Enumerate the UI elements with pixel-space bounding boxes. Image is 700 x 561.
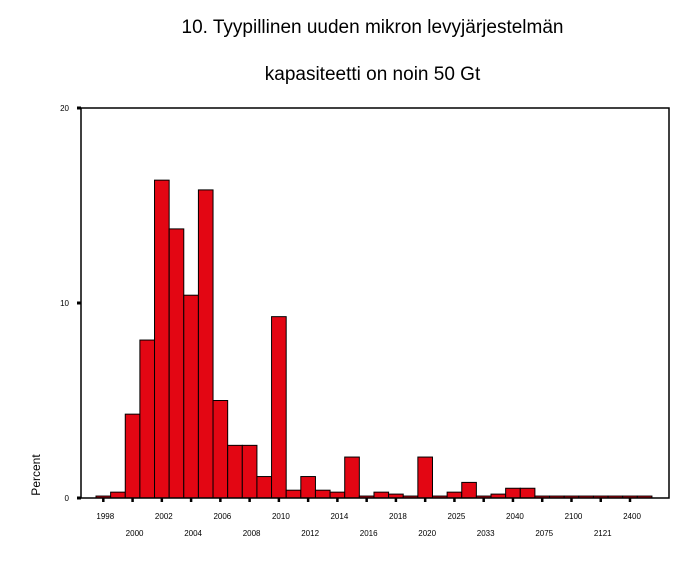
bar-4 bbox=[154, 179, 170, 499]
bars-group bbox=[95, 179, 653, 499]
bar-11 bbox=[256, 476, 273, 499]
x-tick-label-2075: 2075 bbox=[535, 529, 553, 538]
bar-17 bbox=[344, 456, 360, 499]
x-tick-label-2016: 2016 bbox=[360, 529, 378, 538]
y-tick-label-1: 10 bbox=[60, 299, 69, 308]
bar-6 bbox=[183, 294, 199, 499]
x-tick-label-2008: 2008 bbox=[243, 529, 261, 538]
x-tick-label-2121: 2121 bbox=[594, 529, 612, 538]
x-axis: 1998 2000 2002 2004 2006 2008 2010 2012 2014 2016… bbox=[96, 498, 641, 538]
y-tick-label-2: 20 bbox=[60, 104, 69, 113]
chart-title-line-2: kapasiteetti on noin 50 Gt bbox=[264, 64, 481, 85]
x-tick-label-2004: 2004 bbox=[184, 529, 202, 538]
x-tick-label-2400: 2400 bbox=[623, 512, 641, 521]
bar-10 bbox=[241, 444, 258, 499]
x-tick-label-2020: 2020 bbox=[418, 529, 436, 538]
x-tick-label-2014: 2014 bbox=[330, 512, 348, 521]
bar-28 bbox=[505, 487, 521, 499]
x-tick-label-2040: 2040 bbox=[506, 512, 524, 521]
x-tick-label-2100: 2100 bbox=[565, 512, 583, 521]
y-axis-label: Percent bbox=[29, 454, 43, 496]
x-tick-label-2000: 2000 bbox=[126, 529, 144, 538]
y-axis: 0 10 20 bbox=[60, 104, 81, 503]
bar-24 bbox=[446, 491, 463, 499]
bar-29 bbox=[519, 487, 536, 499]
bar-25 bbox=[461, 481, 477, 499]
bar-3 bbox=[139, 339, 156, 499]
bar-19 bbox=[373, 491, 390, 499]
bar-8 bbox=[212, 400, 229, 499]
bar-7 bbox=[197, 189, 214, 499]
x-tick-label-2002: 2002 bbox=[155, 512, 173, 521]
x-tick-label-2006: 2006 bbox=[213, 512, 231, 521]
bar-2 bbox=[124, 413, 141, 499]
x-tick-label-2010: 2010 bbox=[272, 512, 290, 521]
bar-22 bbox=[417, 456, 433, 499]
bar-9 bbox=[227, 444, 243, 499]
bar-14 bbox=[300, 476, 316, 499]
y-tick-label-0: 0 bbox=[65, 494, 70, 503]
x-tick-label-2033: 2033 bbox=[477, 529, 495, 538]
x-tick-label-2012: 2012 bbox=[301, 529, 319, 538]
x-tick-label-1998: 1998 bbox=[96, 512, 114, 521]
bar-12 bbox=[271, 316, 287, 499]
bar-1 bbox=[110, 491, 126, 499]
bar-13 bbox=[285, 489, 302, 499]
chart-title-line-1: 10. Tyypillinen uuden mikron levyjärjest… bbox=[181, 17, 564, 38]
bar-5 bbox=[168, 228, 185, 499]
bar-16 bbox=[329, 491, 346, 499]
x-tick-label-2025: 2025 bbox=[448, 512, 466, 521]
bar-15 bbox=[314, 489, 331, 499]
x-tick-label-2018: 2018 bbox=[389, 512, 407, 521]
